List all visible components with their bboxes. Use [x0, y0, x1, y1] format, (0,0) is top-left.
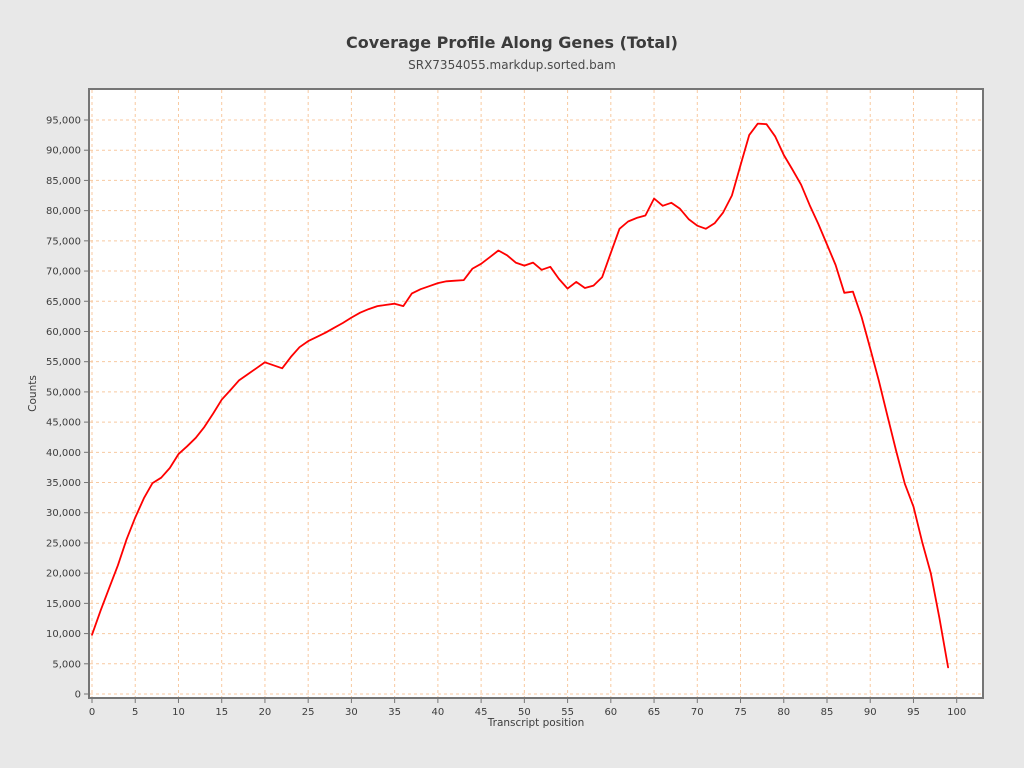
y-tick-label: 70,000 — [46, 267, 81, 278]
x-tick-label: 45 — [475, 707, 488, 718]
x-tick-label: 75 — [734, 707, 747, 718]
y-tick-label: 85,000 — [46, 176, 81, 187]
y-tick-label: 25,000 — [46, 538, 81, 549]
y-tick-label: 95,000 — [46, 116, 81, 127]
x-axis-label: Transcript position — [487, 717, 584, 729]
x-tick-label: 35 — [388, 707, 401, 718]
y-tick-label: 60,000 — [46, 327, 81, 338]
y-tick-label: 15,000 — [46, 599, 81, 610]
y-tick-label: 30,000 — [46, 508, 81, 519]
y-axis-label: Counts — [27, 375, 39, 412]
x-tick-label: 95 — [907, 707, 920, 718]
axis-tick-labels: 0 5 10 15 20 25 30 35 40 45 50 55 60 65 70 75 80 85 90 95 10… — [46, 116, 966, 719]
x-tick-label: 80 — [777, 707, 790, 718]
y-tick-label: 90,000 — [46, 146, 81, 157]
y-tick-label: 20,000 — [46, 569, 81, 580]
y-tick-label: 45,000 — [46, 418, 81, 429]
x-tick-label: 50 — [518, 707, 531, 718]
y-tick-label: 65,000 — [46, 297, 81, 308]
x-tick-label: 70 — [691, 707, 704, 718]
x-tick-label: 20 — [259, 707, 272, 718]
x-tick-label: 0 — [89, 707, 95, 718]
y-tick-label: 0 — [75, 690, 81, 701]
x-tick-label: 85 — [821, 707, 834, 718]
x-tick-label: 5 — [132, 707, 138, 718]
x-tick-label: 30 — [345, 707, 358, 718]
series-line — [91, 122, 949, 669]
y-tick-label: 5,000 — [52, 659, 81, 670]
y-tick-label: 10,000 — [46, 629, 81, 640]
x-tick-label: 15 — [215, 707, 228, 718]
plot-area — [88, 88, 984, 699]
y-tick-label: 40,000 — [46, 448, 81, 459]
y-tick-label: 50,000 — [46, 387, 81, 398]
x-tick-label: 100 — [947, 707, 966, 718]
y-tick-label: 55,000 — [46, 357, 81, 368]
chart-title: Coverage Profile Along Genes (Total) — [346, 33, 678, 52]
y-tick-label: 80,000 — [46, 206, 81, 217]
series-line-group — [91, 122, 949, 669]
x-tick-label: 25 — [302, 707, 315, 718]
gridlines — [90, 90, 982, 697]
axis-ticks — [84, 119, 958, 703]
x-tick-label: 10 — [172, 707, 185, 718]
y-tick-label: 75,000 — [46, 236, 81, 247]
x-tick-label: 55 — [561, 707, 574, 718]
x-tick-label: 40 — [432, 707, 445, 718]
x-tick-label: 90 — [864, 707, 877, 718]
x-tick-label: 60 — [604, 707, 617, 718]
y-tick-label: 35,000 — [46, 478, 81, 489]
x-tick-label: 65 — [648, 707, 661, 718]
chart-subtitle: SRX7354055.markdup.sorted.bam — [408, 58, 616, 72]
